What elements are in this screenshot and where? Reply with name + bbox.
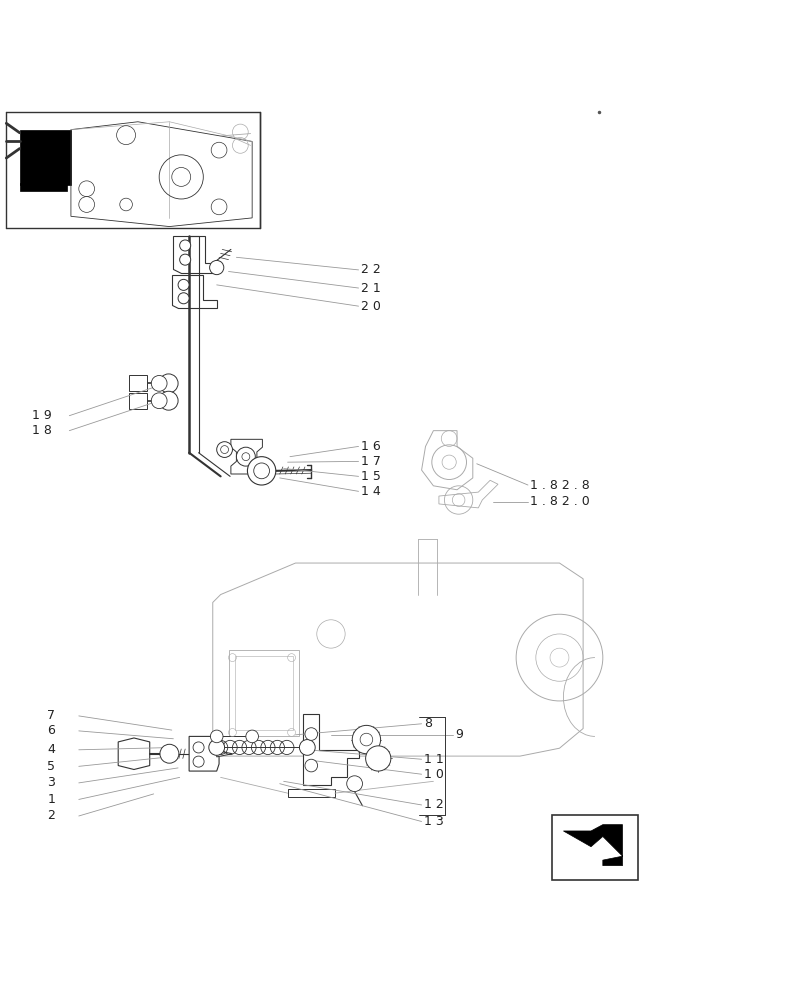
Circle shape [236,447,255,466]
Circle shape [210,730,223,743]
Text: 1 0: 1 0 [424,768,444,781]
Text: 2 1: 2 1 [361,282,381,295]
Text: 1 . 8 2 . 8: 1 . 8 2 . 8 [530,479,589,492]
Text: 9: 9 [455,728,463,741]
Circle shape [151,393,167,409]
Text: 1 4: 1 4 [361,485,381,498]
Text: 1 8: 1 8 [32,424,51,437]
Text: 1 2: 1 2 [424,798,444,811]
Text: 4: 4 [47,743,55,756]
Bar [229,650,299,736]
Polygon shape [20,130,71,185]
Text: 1 6: 1 6 [361,440,381,453]
Text: 1 1: 1 1 [424,753,444,766]
Text: 7: 7 [47,709,55,722]
Circle shape [254,463,269,479]
Circle shape [159,374,178,393]
Circle shape [246,730,258,743]
Bar [552,815,638,880]
Circle shape [305,759,318,772]
Circle shape [305,728,318,740]
Polygon shape [563,825,623,866]
Polygon shape [173,236,217,273]
Circle shape [193,756,204,767]
Polygon shape [288,789,335,797]
Circle shape [221,446,229,454]
Text: 1 3: 1 3 [424,815,444,828]
Circle shape [217,442,232,457]
Circle shape [242,453,250,461]
Text: 1: 1 [47,793,55,806]
Circle shape [151,375,167,391]
Circle shape [360,733,373,746]
Text: 1 9: 1 9 [32,409,51,422]
Circle shape [193,742,204,753]
Polygon shape [20,183,67,191]
Circle shape [180,240,191,251]
Polygon shape [129,393,147,409]
Text: 5: 5 [47,760,55,773]
Text: 2 2: 2 2 [361,263,381,276]
Circle shape [178,279,189,290]
Text: 1 5: 1 5 [361,470,381,483]
Circle shape [210,260,224,275]
Text: 8: 8 [424,717,432,730]
Polygon shape [231,439,262,474]
Text: 3: 3 [47,776,55,789]
Circle shape [160,744,179,763]
Circle shape [352,725,381,754]
Polygon shape [172,275,217,308]
Circle shape [180,254,191,265]
Text: 6: 6 [47,724,55,737]
Polygon shape [189,736,219,771]
Text: 1 7: 1 7 [361,455,381,468]
Circle shape [209,740,225,755]
Circle shape [366,746,391,771]
Bar [235,656,293,730]
Circle shape [178,293,189,304]
Polygon shape [217,751,232,757]
Text: 2 0: 2 0 [361,300,381,313]
Circle shape [299,740,315,755]
Polygon shape [303,714,359,785]
Polygon shape [118,738,150,769]
Text: 2: 2 [47,809,55,822]
Circle shape [347,776,362,792]
Text: 1 . 8 2 . 0: 1 . 8 2 . 0 [530,495,589,508]
Circle shape [159,391,178,410]
Circle shape [247,457,276,485]
Polygon shape [129,375,147,391]
